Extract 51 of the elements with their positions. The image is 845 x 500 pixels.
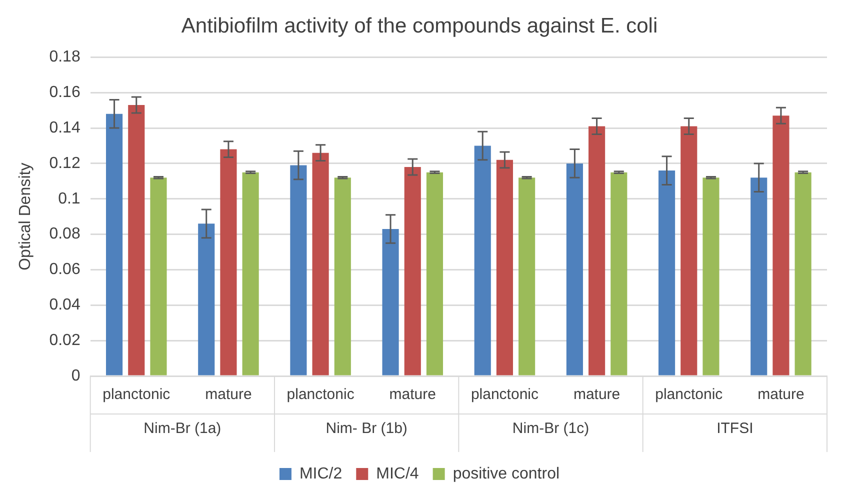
bar bbox=[312, 152, 329, 376]
bar bbox=[518, 178, 536, 376]
y-tick-label: 0 bbox=[71, 367, 80, 384]
bar bbox=[128, 105, 145, 376]
x-tick-label: mature bbox=[758, 386, 804, 404]
bar bbox=[702, 178, 720, 376]
bar bbox=[588, 126, 606, 376]
bar bbox=[382, 229, 399, 376]
bar bbox=[496, 160, 513, 376]
y-axis-title: Optical Density bbox=[17, 162, 34, 270]
x-tick-label: mature bbox=[389, 386, 436, 404]
bar bbox=[610, 172, 628, 376]
x-tick-label: mature bbox=[573, 386, 620, 404]
x-tick-label: planctonic bbox=[286, 386, 355, 404]
x-tick-label: mature bbox=[205, 386, 252, 404]
bar bbox=[680, 126, 698, 376]
bar bbox=[750, 178, 768, 376]
legend-label: MIC/4 bbox=[376, 465, 419, 482]
text: Nim- Br (1b) bbox=[326, 420, 408, 438]
bar bbox=[772, 116, 790, 376]
x-tick-label: planctonic bbox=[655, 386, 724, 404]
bar bbox=[106, 114, 123, 376]
legend-label: positive control bbox=[452, 465, 560, 482]
y-tick-label: 0.18 bbox=[49, 48, 80, 66]
legend-label: MIC/2 bbox=[299, 465, 342, 482]
y-tick-label: 0.12 bbox=[49, 154, 80, 172]
text: Nim-Br (1a) bbox=[144, 420, 222, 438]
text: ITFSI bbox=[716, 420, 754, 438]
bar bbox=[426, 172, 444, 376]
bar bbox=[334, 178, 351, 376]
y-tick-label: 0.16 bbox=[49, 84, 80, 102]
x-tick-label: planctonic bbox=[102, 386, 171, 404]
y-tick-label: 0.04 bbox=[49, 296, 80, 314]
bar bbox=[658, 170, 676, 376]
bar bbox=[290, 165, 307, 376]
bar bbox=[150, 178, 167, 376]
bar bbox=[404, 167, 421, 376]
bar bbox=[220, 149, 237, 376]
y-tick-label: 0.1 bbox=[58, 190, 80, 208]
bar bbox=[566, 163, 583, 376]
bar bbox=[198, 224, 215, 376]
x-tick-label: planctonic bbox=[470, 386, 539, 404]
bar bbox=[242, 172, 259, 376]
bar bbox=[474, 146, 491, 376]
chart-title: Antibiofilm activity of the compounds against E. coli bbox=[181, 14, 658, 38]
y-tick-label: 0.08 bbox=[49, 226, 80, 243]
text: Nim-Br (1c) bbox=[512, 420, 590, 438]
y-tick-label: 0.14 bbox=[49, 119, 80, 136]
y-tick-label: 0.06 bbox=[49, 261, 80, 278]
y-tick-label: 0.02 bbox=[49, 332, 80, 349]
bar bbox=[794, 172, 812, 376]
